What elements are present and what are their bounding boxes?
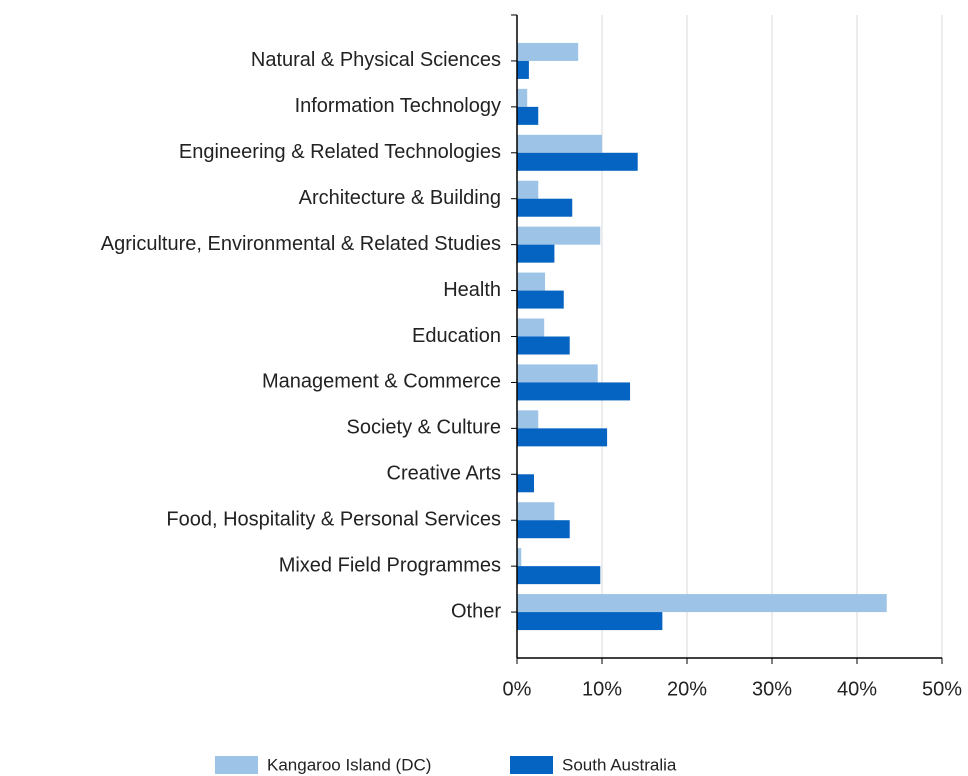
y-tick-label: Food, Hospitality & Personal Services	[166, 508, 501, 530]
bar	[517, 364, 598, 383]
bar	[517, 612, 663, 631]
bar	[517, 180, 539, 199]
y-tick-label: Management & Commerce	[262, 371, 501, 393]
x-tick-label: 40%	[837, 678, 877, 700]
bar	[517, 60, 529, 79]
bar	[517, 152, 638, 171]
bar	[517, 134, 602, 153]
legend-label: Kangaroo Island (DC)	[267, 755, 431, 774]
x-tick-label: 30%	[752, 678, 792, 700]
bar	[517, 290, 564, 309]
bar	[517, 198, 573, 217]
legend-label: South Australia	[562, 755, 677, 774]
bar	[517, 594, 887, 613]
y-tick-label: Information Technology	[295, 95, 501, 117]
bar	[517, 520, 570, 539]
bar	[517, 226, 601, 245]
legend-swatch	[510, 756, 553, 774]
y-tick-label: Natural & Physical Sciences	[251, 49, 501, 71]
bar	[517, 474, 534, 493]
y-tick-label: Society & Culture	[346, 417, 501, 439]
y-tick-label: Health	[443, 279, 501, 301]
y-tick-label: Creative Arts	[387, 463, 501, 485]
x-tick-label: 10%	[582, 678, 622, 700]
x-tick-label: 0%	[503, 678, 532, 700]
y-tick-label: Other	[451, 600, 501, 622]
y-tick-label: Agriculture, Environmental & Related Stu…	[101, 233, 501, 255]
bar	[517, 318, 545, 337]
bar	[517, 272, 546, 291]
y-tick-label: Architecture & Building	[299, 187, 501, 209]
bar	[517, 106, 539, 125]
bar	[517, 244, 555, 263]
bar	[517, 382, 631, 401]
bar	[517, 548, 522, 567]
x-tick-label: 50%	[922, 678, 962, 700]
x-tick-label: 20%	[667, 678, 707, 700]
bar	[517, 42, 579, 61]
bar	[517, 428, 608, 447]
bar	[517, 566, 601, 585]
bar	[517, 88, 528, 107]
legend-swatch	[215, 756, 258, 774]
bar	[517, 502, 555, 521]
y-tick-label: Education	[412, 325, 501, 347]
bar	[517, 410, 539, 429]
y-tick-label: Mixed Field Programmes	[279, 554, 501, 576]
y-tick-label: Engineering & Related Technologies	[179, 141, 501, 163]
bar	[517, 336, 570, 355]
